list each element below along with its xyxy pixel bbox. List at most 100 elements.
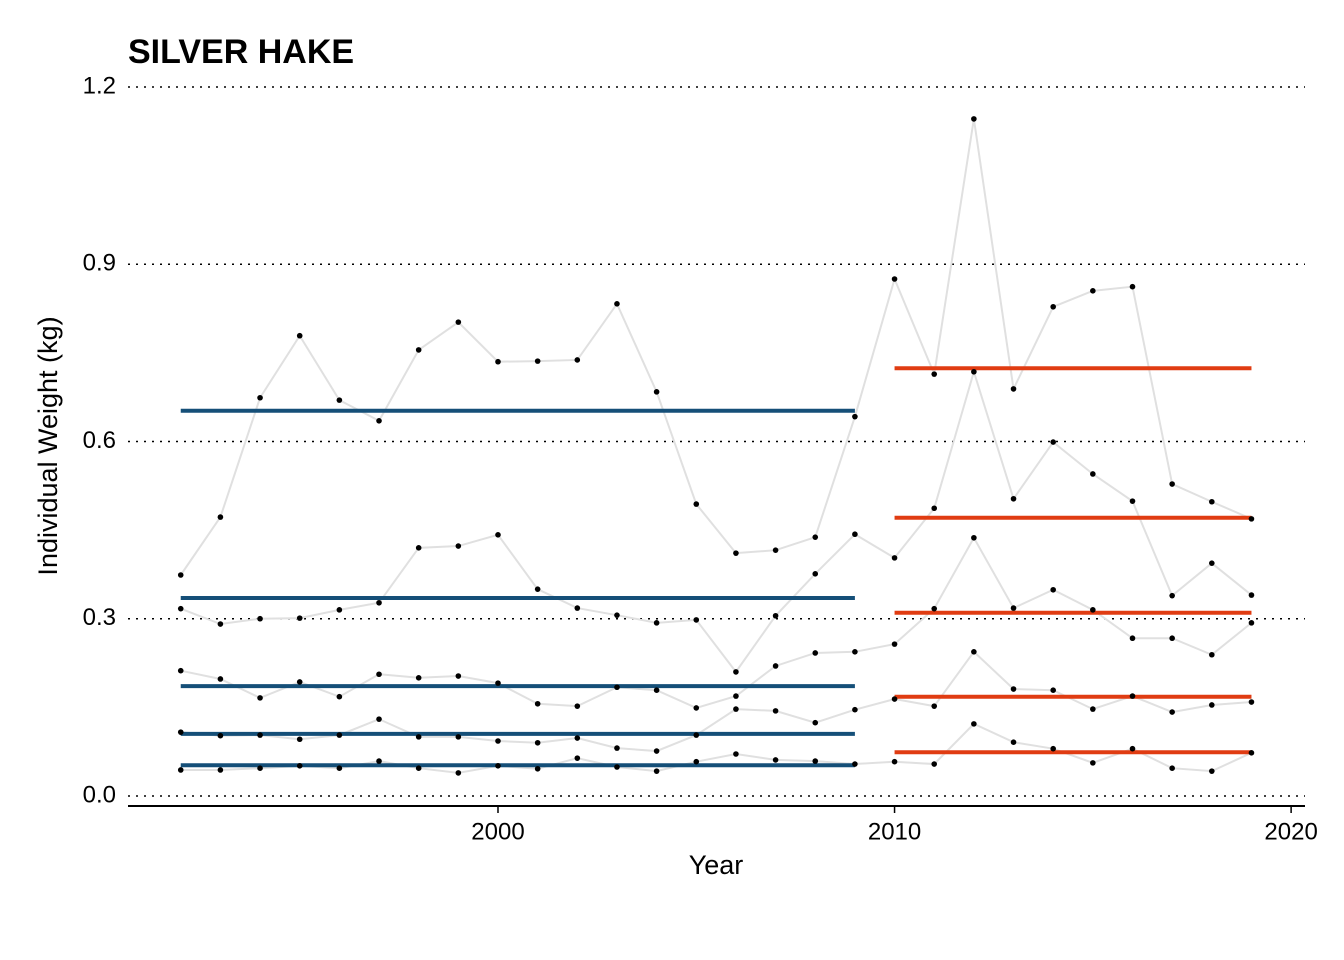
- data-point: [931, 371, 938, 377]
- data-point: [1010, 739, 1017, 745]
- y-tick-label: 1.2: [83, 72, 116, 99]
- data-point: [455, 770, 462, 776]
- data-point: [971, 649, 977, 655]
- data-point: [812, 719, 819, 726]
- data-point: [971, 368, 977, 375]
- data-point: [614, 764, 620, 770]
- data-point: [296, 332, 303, 339]
- x-tick-label: 2010: [868, 818, 921, 845]
- data-point: [217, 514, 224, 520]
- data-point: [693, 732, 700, 738]
- data-point: [614, 612, 620, 618]
- data-point: [455, 673, 462, 679]
- data-point: [1010, 605, 1017, 611]
- y-tick-label: 0.6: [83, 427, 116, 454]
- data-point: [574, 605, 581, 611]
- data-point: [376, 716, 382, 722]
- data-point: [931, 605, 938, 612]
- data-point: [574, 703, 581, 709]
- data-point: [376, 758, 382, 764]
- data-point: [1248, 592, 1255, 598]
- data-point: [1248, 620, 1255, 626]
- data-point: [177, 667, 184, 674]
- data-point: [1209, 560, 1215, 566]
- data-point: [852, 761, 858, 767]
- data-point: [1090, 288, 1096, 294]
- data-point: [296, 615, 303, 621]
- data-point: [177, 572, 184, 578]
- data-point: [733, 669, 739, 675]
- data-point: [376, 599, 382, 606]
- data-point: [852, 413, 858, 420]
- data-point: [1050, 303, 1056, 310]
- data-point: [1169, 635, 1175, 642]
- data-point: [772, 663, 779, 669]
- data-point: [495, 763, 501, 769]
- data-point: [1090, 760, 1096, 766]
- data-point: [693, 758, 700, 765]
- y-tick-label: 0.9: [83, 250, 116, 277]
- data-point: [495, 738, 501, 744]
- data-point: [733, 706, 739, 712]
- data-point: [1129, 745, 1136, 752]
- data-point: [733, 693, 739, 699]
- data-point: [415, 347, 422, 353]
- data-point: [1248, 516, 1255, 522]
- data-point: [1248, 699, 1255, 705]
- data-point: [852, 649, 858, 655]
- y-axis-label: Individual Weight (kg): [33, 316, 63, 575]
- data-point: [772, 757, 779, 763]
- data-point: [772, 708, 779, 714]
- data-point: [257, 615, 263, 622]
- data-point: [1169, 592, 1175, 599]
- data-point: [534, 739, 541, 746]
- data-point: [495, 358, 501, 365]
- data-point: [534, 700, 541, 707]
- data-point: [614, 684, 620, 691]
- data-point: [455, 319, 462, 325]
- data-point: [257, 394, 263, 401]
- data-point: [336, 397, 343, 403]
- data-point: [455, 543, 462, 549]
- data-point: [812, 650, 819, 656]
- data-point: [1169, 481, 1175, 487]
- data-point: [653, 687, 660, 694]
- data-point: [534, 765, 541, 772]
- data-point: [177, 605, 184, 612]
- data-point: [1169, 709, 1175, 715]
- data-point: [1209, 498, 1215, 505]
- data-point: [257, 732, 263, 738]
- data-point: [1050, 687, 1056, 694]
- data-point: [653, 748, 660, 754]
- data-point: [891, 276, 898, 282]
- chart-title: SILVER HAKE: [128, 33, 354, 71]
- data-point: [653, 389, 660, 395]
- data-point: [534, 358, 541, 364]
- data-point: [1129, 635, 1136, 642]
- data-point: [1129, 498, 1136, 504]
- data-point: [891, 758, 898, 765]
- series-line: [180, 368, 1253, 674]
- data-point: [296, 679, 303, 685]
- data-point: [1209, 651, 1215, 658]
- y-tick-label: 0.0: [83, 781, 116, 808]
- data-point: [1090, 706, 1096, 712]
- data-point: [296, 736, 303, 743]
- data-point: [971, 721, 977, 727]
- data-point: [653, 620, 660, 626]
- data-point: [1209, 702, 1215, 708]
- data-point: [217, 767, 224, 773]
- data-point: [1129, 283, 1136, 290]
- data-point: [415, 765, 422, 771]
- data-point: [1050, 439, 1056, 445]
- data-point: [495, 680, 501, 686]
- data-point: [693, 501, 700, 507]
- data-point: [415, 545, 422, 551]
- data-point: [693, 705, 700, 711]
- data-point: [614, 745, 620, 751]
- data-point: [296, 763, 303, 769]
- data-point: [217, 676, 224, 682]
- data-point: [574, 357, 581, 363]
- data-point: [812, 758, 819, 764]
